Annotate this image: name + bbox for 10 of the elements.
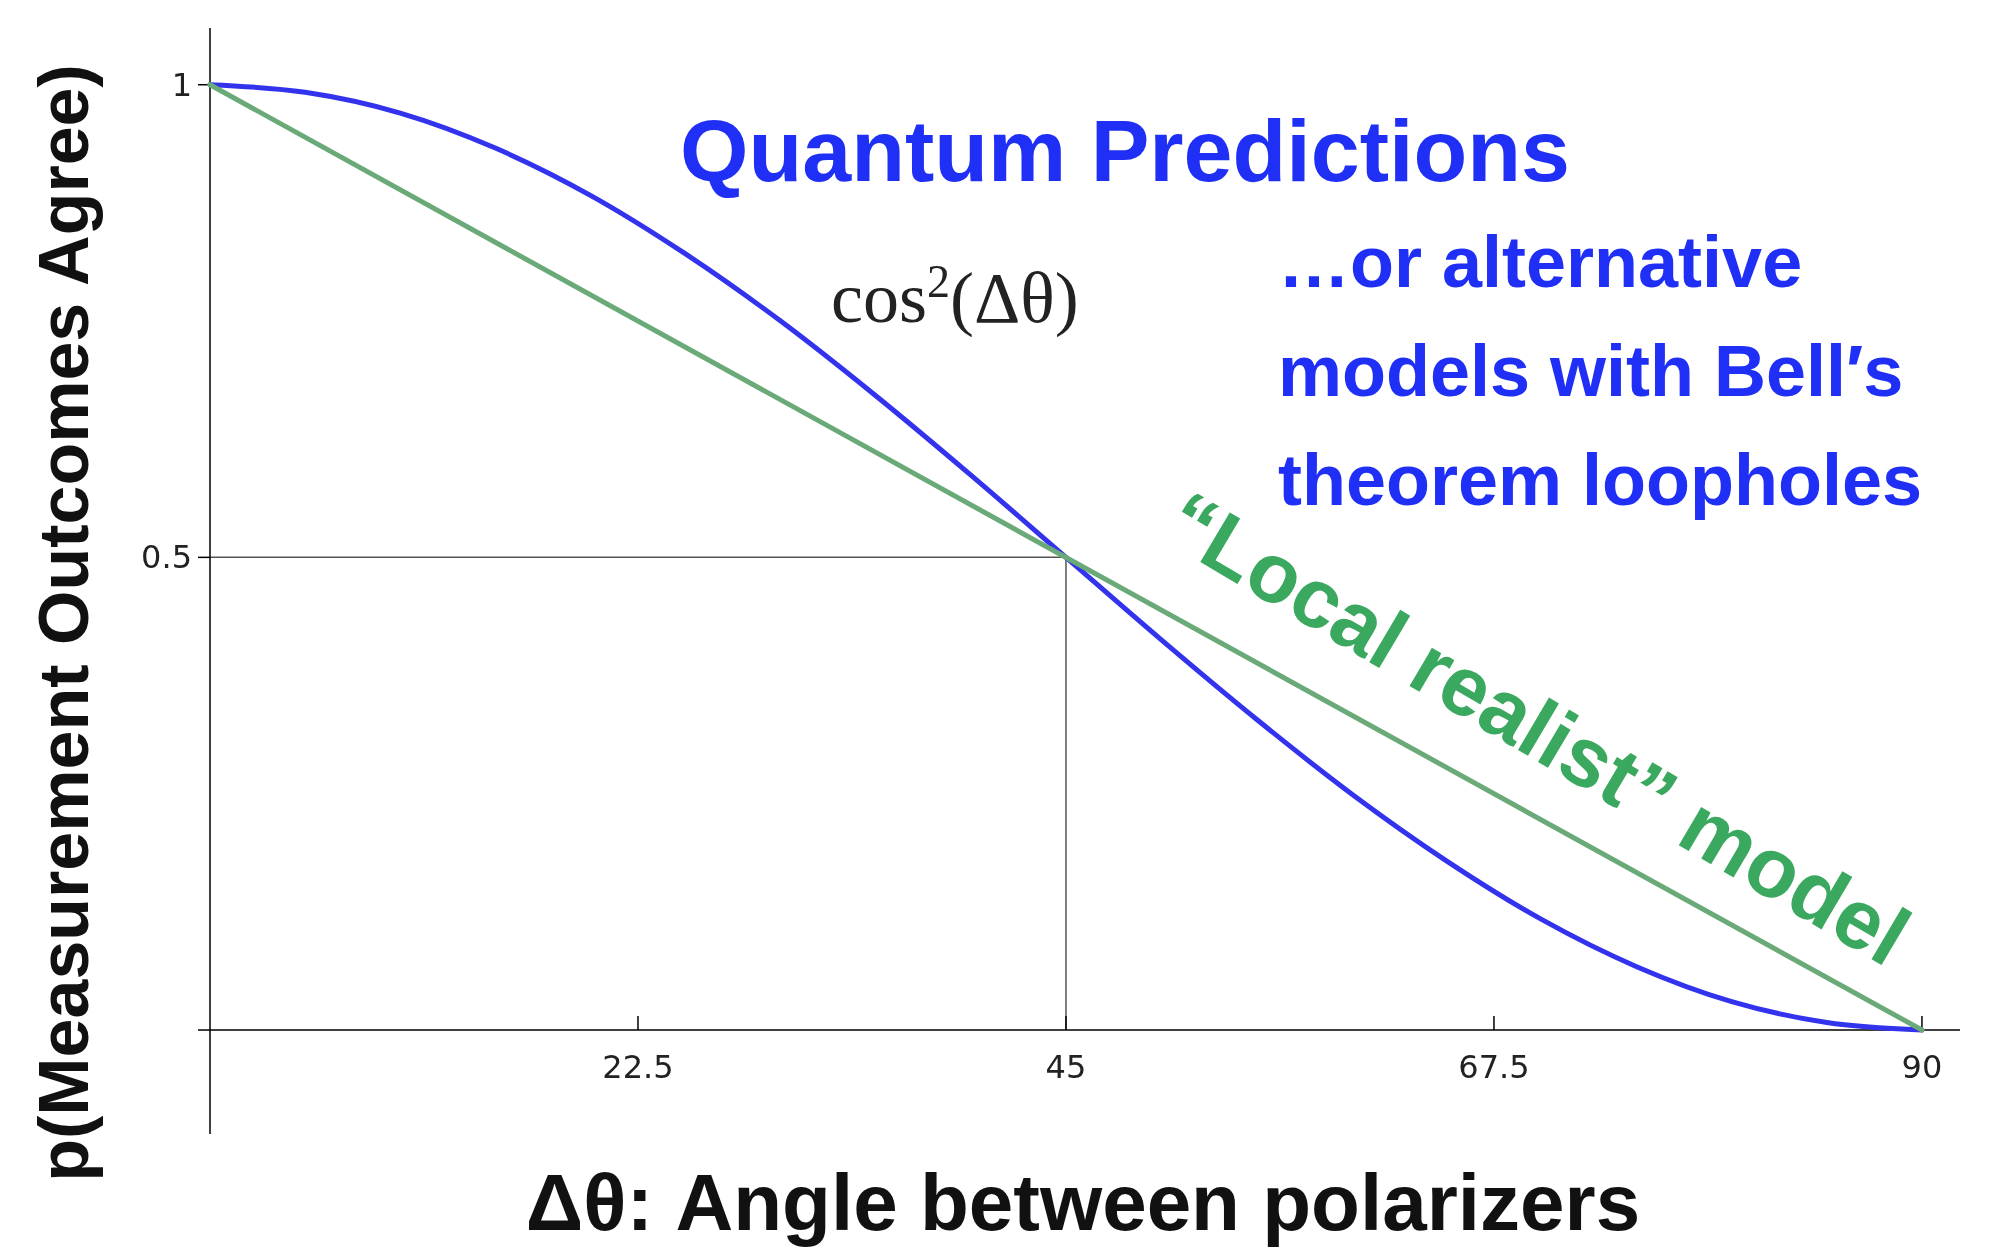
x-tick-label: 67.5 bbox=[1458, 1048, 1530, 1087]
annotation: cos$^{2}$(Δθ) bbox=[831, 255, 1079, 338]
series-label: Quantum Predictions bbox=[680, 101, 1570, 200]
x-tick-label: 90 bbox=[1901, 1048, 1943, 1087]
y-tick-label: 0.5 bbox=[141, 538, 192, 577]
y-tick-label: 1 bbox=[171, 65, 192, 104]
y-axis-title: p(Measurement Outcomes Agree) bbox=[25, 64, 103, 1182]
x-axis-title: Δθ: Angle between polarizers bbox=[525, 1158, 1641, 1247]
x-tick-label: 45 bbox=[1045, 1048, 1087, 1087]
x-tick-label: 22.5 bbox=[602, 1048, 674, 1087]
